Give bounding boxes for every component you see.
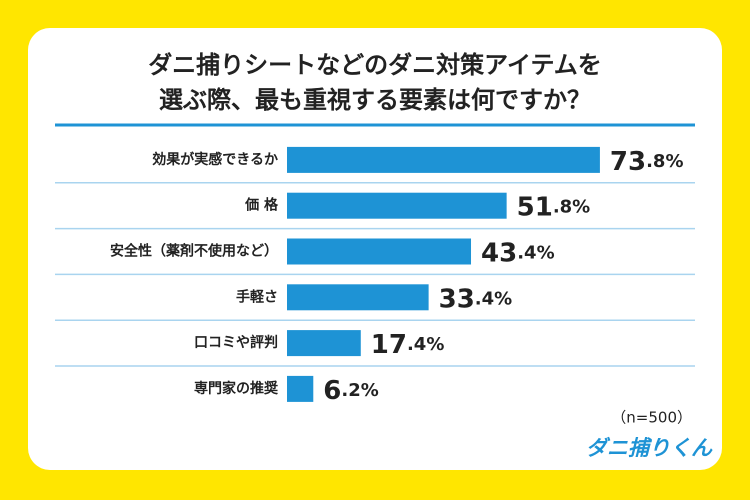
bar [287,238,472,265]
value-label: 51.8% [517,192,591,222]
category-label: 口コミや評判 [194,334,278,351]
bar [287,146,600,173]
bar [287,375,314,402]
chart-title: 選ぶ際、最も重視する要素は何ですか？ [159,86,591,114]
chart-title: ダニ捕りシートなどのダニ対策アイテムを [148,51,602,79]
value-label: 43.4% [481,238,555,268]
category-label: 効果が実感できるか [152,151,278,168]
category-label: 価 格 [244,197,279,214]
category-label: 手軽さ [236,288,278,305]
value-label: 6.2% [323,375,379,405]
note: （n=500） [611,409,692,427]
bar [287,284,429,311]
category-label: 専門家の推奨 [194,380,279,397]
bar [287,192,507,219]
value-label: 33.4% [439,284,513,314]
category-label: 安全性（薬剤不使用など） [110,243,278,260]
bar [287,330,361,357]
value-label: 17.4% [371,330,445,360]
value-label: 73.8% [610,146,684,176]
brand-logo: ダニ捕りくん [586,436,713,460]
